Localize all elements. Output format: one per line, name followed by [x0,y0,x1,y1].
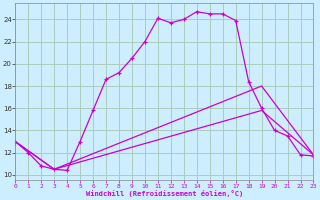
X-axis label: Windchill (Refroidissement éolien,°C): Windchill (Refroidissement éolien,°C) [86,190,243,197]
